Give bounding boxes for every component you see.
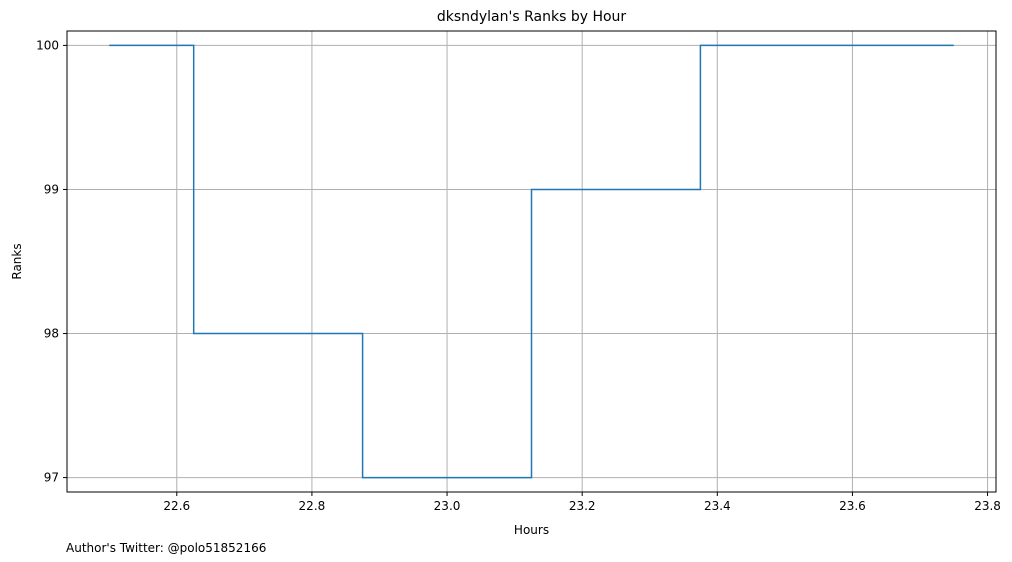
y-tick-label: 98 xyxy=(44,327,59,341)
x-tick-label: 23.2 xyxy=(569,499,596,513)
rank-step-line xyxy=(109,44,954,479)
x-axis-label: Hours xyxy=(514,523,549,537)
x-tick-label: 23.8 xyxy=(974,499,1001,513)
author-footnote: Author's Twitter: @polo51852166 xyxy=(66,541,266,555)
x-tick-label: 23.0 xyxy=(434,499,461,513)
x-tick-label: 23.4 xyxy=(704,499,731,513)
y-tick-label: 100 xyxy=(36,38,59,52)
x-tick-label: 22.6 xyxy=(163,499,190,513)
y-tick-label: 99 xyxy=(44,182,59,196)
x-tick-label: 23.6 xyxy=(839,499,866,513)
series-layer xyxy=(109,44,954,479)
chart-title: dksndylan's Ranks by Hour xyxy=(437,9,627,25)
tick-layer: 22.6 22.8 23.0 23.2 23.4 23.6 23.8 97 98 99 100 xyxy=(36,38,1001,513)
y-tick-label: 97 xyxy=(44,471,59,485)
plot-frame xyxy=(66,30,997,493)
x-tick-label: 22.8 xyxy=(299,499,326,513)
y-axis-label: Ranks xyxy=(10,243,24,279)
